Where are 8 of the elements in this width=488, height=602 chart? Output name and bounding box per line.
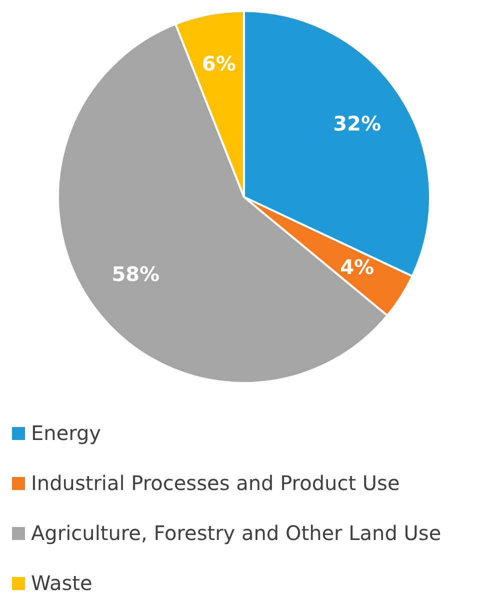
legend-label: Agriculture, Forestry and Other Land Use (31, 521, 442, 545)
legend-label: Industrial Processes and Product Use (31, 471, 400, 495)
legend-label: Waste (31, 571, 92, 595)
data-label: 58% (112, 262, 160, 286)
data-label: 32% (333, 111, 382, 136)
legend-label: Energy (31, 421, 102, 445)
data-label: 6% (202, 52, 236, 76)
data-label: 4% (340, 254, 374, 279)
